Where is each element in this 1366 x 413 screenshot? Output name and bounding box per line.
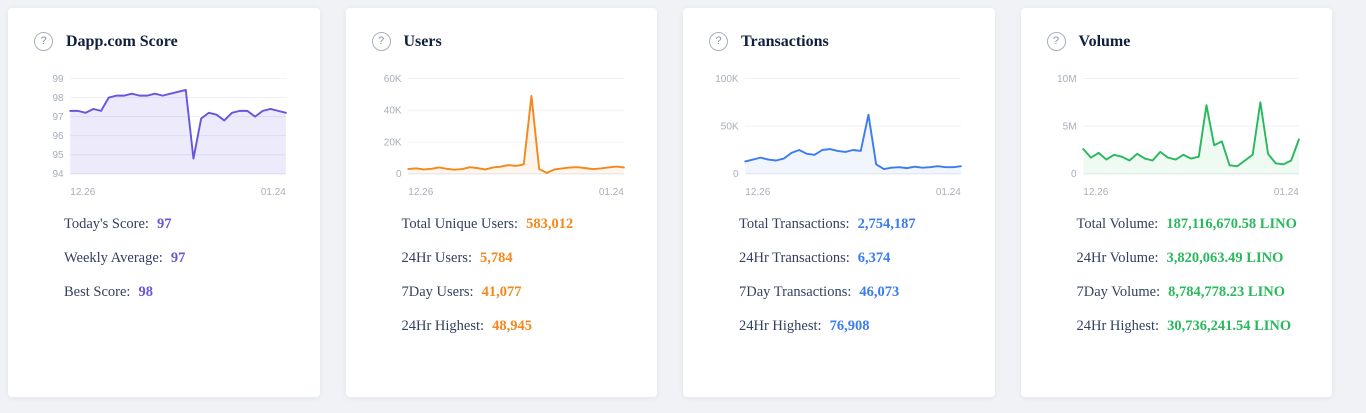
stat-label: Total Transactions: [739,216,850,233]
chart-users: 60K 40K 20K 0 12.26 01.24 [383,74,625,198]
svg-text:12.26: 12.26 [408,187,433,198]
svg-text:12.26: 12.26 [745,187,770,198]
svg-text:50K: 50K [721,121,739,132]
svg-text:01.24: 01.24 [598,187,623,198]
stat-row: 7Day Volume: 8,784,778.23 LINO [1077,284,1307,301]
svg-text:01.24: 01.24 [936,187,961,198]
stat-label: 24Hr Highest: [401,318,485,335]
help-icon[interactable]: ? [709,32,728,51]
chart-transactions: 100K 50K 0 12.26 01.24 [715,74,962,198]
stat-value: 30,736,241.54 LINO [1167,318,1292,335]
stats-list-users: Total Unique Users: 583,012 24Hr Users: 5,7… [402,216,632,335]
stat-label: Total Unique Users: [401,216,519,233]
svg-text:5M: 5M [1062,121,1076,132]
stats-list-transactions: Total Transactions: 2,754,187 24Hr Transac… [739,216,969,335]
svg-text:98: 98 [52,93,64,104]
stat-row: Today's Score: 97 [64,216,294,233]
svg-text:97: 97 [52,112,64,123]
card-title-volume: Volume [1078,32,1131,50]
stat-row: Total Transactions: 2,754,187 [739,216,969,233]
card-volume: ? Volume 10M 5M 0 12.26 01.24 Total Volume: 187,… [1020,8,1332,397]
card-users: ? Users 60K 40K 20K 0 12.26 01.24 Total Unique U… [345,8,657,397]
stat-row: 7Day Users: 41,077 [402,284,632,301]
svg-text:60K: 60K [383,74,401,85]
stat-value: 6,374 [857,250,891,267]
svg-text:0: 0 [733,169,739,180]
stats-list-score: Today's Score: 97 Weekly Average: 97 Best Sc… [64,216,294,301]
stat-value: 48,945 [492,318,532,335]
stat-label: 24Hr Users: [401,250,472,267]
stat-value: 76,908 [829,318,870,335]
stat-value: 2,754,187 [857,216,916,233]
stat-value: 8,784,778.23 LINO [1168,284,1285,301]
svg-text:10M: 10M [1057,74,1076,85]
stat-row: Weekly Average: 97 [64,250,294,267]
stat-label: 7Day Transactions: [739,284,852,301]
stat-label: 24Hr Volume: [1076,250,1159,267]
card-transactions: ? Transactions 100K 50K 0 12.26 01.24 Total Tra… [683,8,995,397]
stat-label: 24Hr Highest: [1076,318,1160,335]
stat-label: Today's Score: [64,216,149,233]
stat-label: 7Day Users: [401,284,474,301]
stat-row: 24Hr Transactions: 6,374 [739,250,969,267]
stat-label: Weekly Average: [64,250,163,267]
stat-value: 97 [156,216,172,233]
card-title-users: Users [403,32,442,50]
svg-text:12.26: 12.26 [1083,187,1108,198]
svg-text:0: 0 [396,169,402,180]
card-header: ? Dapp.com Score [34,32,294,51]
svg-text:01.24: 01.24 [261,187,286,198]
card-title-score: Dapp.com Score [66,32,178,50]
card-header: ? Transactions [709,32,969,51]
svg-text:94: 94 [52,169,64,180]
stat-row: Total Volume: 187,116,670.58 LINO [1077,216,1307,233]
card-score: ? Dapp.com Score 99 98 97 96 95 94 12.26 01.24 Tod… [8,8,320,397]
stat-row: 24Hr Highest: 76,908 [739,318,969,335]
stat-label: Best Score: [64,284,131,301]
stat-row: 24Hr Volume: 3,820,063.49 LINO [1077,250,1307,267]
svg-text:100K: 100K [715,74,739,85]
stat-value: 3,820,063.49 LINO [1166,250,1284,267]
stat-label: 24Hr Transactions: [739,250,850,267]
stat-row: 24Hr Highest: 48,945 [402,318,632,335]
stat-label: Total Volume: [1076,216,1159,233]
stat-value: 187,116,670.58 LINO [1166,216,1297,233]
stat-value: 583,012 [526,216,574,233]
svg-text:96: 96 [52,131,64,142]
stat-row: 24Hr Highest: 30,736,241.54 LINO [1077,318,1307,335]
chart-volume: 10M 5M 0 12.26 01.24 [1057,74,1300,198]
help-icon[interactable]: ? [1046,32,1066,51]
stat-value: 46,073 [859,284,900,301]
help-icon[interactable]: ? [371,32,391,51]
svg-text:01.24: 01.24 [1273,187,1298,198]
stat-value: 98 [138,284,153,301]
stat-value: 5,784 [479,250,513,267]
card-header: ? Volume [1046,32,1307,51]
stat-row: 7Day Transactions: 46,073 [739,284,969,301]
stat-label: 24Hr Highest: [739,318,822,335]
svg-text:95: 95 [52,150,64,161]
card-title-transactions: Transactions [741,32,829,50]
svg-text:20K: 20K [383,137,401,148]
svg-text:40K: 40K [383,106,401,117]
chart-score: 99 98 97 96 95 94 12.26 01.24 [52,74,287,198]
stat-row: 24Hr Users: 5,784 [402,250,632,267]
svg-text:99: 99 [52,74,64,85]
stat-value: 41,077 [481,284,522,301]
svg-text:12.26: 12.26 [70,187,95,198]
help-icon[interactable]: ? [34,32,53,51]
svg-text:0: 0 [1071,169,1077,180]
stats-list-volume: Total Volume: 187,116,670.58 LINO 24Hr Vol… [1077,216,1307,335]
stat-row: Best Score: 98 [64,284,294,301]
stat-value: 97 [170,250,186,267]
card-header: ? Users [371,32,632,51]
stat-label: 7Day Volume: [1076,284,1161,301]
stat-row: Total Unique Users: 583,012 [402,216,632,233]
